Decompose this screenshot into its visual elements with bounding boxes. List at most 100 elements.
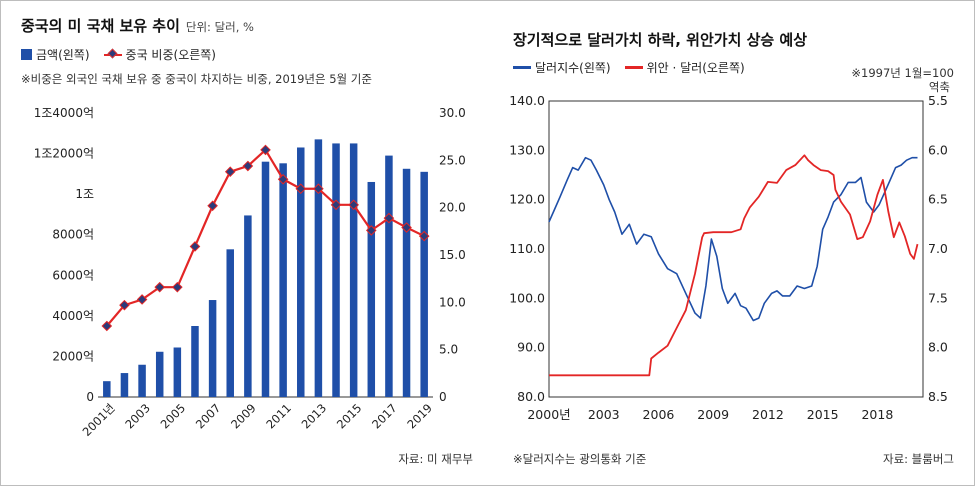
left-title: 중국의 미 국채 보유 추이 단위: 달러, %	[21, 15, 254, 36]
share-point	[136, 294, 148, 305]
bar	[420, 171, 428, 397]
y-right-tick-label: 7.5	[928, 290, 948, 305]
share-point	[242, 160, 254, 172]
x-tick-label: 2009	[228, 401, 259, 432]
left-chart-svg: 0 2000억 4000억 6000억 8000억 1조 1조2000억 1조4000억 0 5.…	[34, 106, 466, 439]
bar	[314, 139, 323, 397]
y-right-tick-label: 7.0	[928, 241, 948, 256]
bar	[173, 347, 182, 397]
bar	[297, 147, 305, 397]
x-tick-label: 2013	[299, 401, 330, 432]
legend-label-amount: 금액(왼쪽)	[36, 48, 90, 62]
x-tick-label: 2007	[193, 401, 224, 432]
right-legend: 달러지수(왼쪽) 위안 · 달러(오른쪽)	[513, 59, 759, 76]
left-panel: 중국의 미 국채 보유 추이 단위: 달러, % 금액(왼쪽) 중국 비중(오른쪽…	[1, 1, 491, 485]
share-point	[365, 225, 377, 236]
share-point	[101, 320, 113, 332]
y-left-tick-label: 8000억	[52, 228, 94, 242]
yuan-dollar-line	[549, 154, 919, 377]
bar	[385, 155, 393, 397]
y-left-tick-label: 2000억	[52, 349, 94, 363]
y-left-tick-label: 1조4000억	[34, 106, 94, 120]
x-tick-label: 2018	[861, 407, 893, 422]
left-source: 자료: 미 재무부	[398, 452, 473, 466]
right-axis-unit: 역축	[928, 80, 950, 94]
y-right-tick-label: 6.5	[928, 192, 948, 207]
legend-label-yuan: 위안 · 달러(오른쪽)	[646, 61, 745, 75]
share-point	[418, 230, 430, 242]
y-left-tick-label: 0	[86, 390, 94, 404]
share-point	[260, 144, 271, 156]
share-point	[172, 281, 183, 293]
bar	[138, 364, 146, 397]
x-tick-label: 2001년	[80, 401, 118, 439]
y-left-tick-label: 90.0	[517, 340, 545, 355]
legend-item-share: 중국 비중(오른쪽)	[103, 46, 216, 63]
y-right-tick-label: 5.0	[439, 343, 458, 357]
y-right-tick-label: 20.0	[439, 201, 466, 215]
x-tick-label: 2006	[643, 407, 675, 422]
y-left-tick-label: 140.0	[509, 93, 545, 108]
y-right-tick-label: 8.5	[928, 389, 948, 404]
share-point	[189, 241, 201, 252]
y-left-tick-label: 6000억	[52, 268, 94, 282]
y-right-tick-label: 15.0	[439, 248, 466, 262]
share-point	[295, 183, 307, 195]
bar	[155, 351, 164, 397]
share-point	[154, 281, 166, 293]
y-right-tick-label: 6.0	[928, 142, 948, 157]
x-tick-label: 2003	[588, 407, 620, 422]
left-unit: 단위: 달러, %	[185, 20, 254, 34]
x-tick-label: 2015	[807, 407, 839, 422]
share-point	[224, 166, 236, 178]
y-right-tick-label: 10.0	[439, 295, 466, 309]
y-left-tick-label: 1조	[75, 187, 94, 201]
x-tick-label: 2005	[158, 401, 189, 432]
x-tick-label: 2003	[122, 401, 153, 432]
x-tick-label: 2011	[263, 401, 294, 432]
bar	[120, 373, 129, 397]
y-left-tick-label: 100.0	[509, 290, 545, 305]
y-left-tick-label: 120.0	[509, 192, 545, 207]
plot-border	[548, 100, 924, 398]
x-tick-label: 2009	[697, 407, 729, 422]
right-panel: 장기적으로 달러가치 하락, 위안가치 상승 예상 달러지수(왼쪽) 위안 · …	[491, 1, 974, 485]
legend-label-share: 중국 비중(오른쪽)	[125, 48, 216, 62]
y-right-tick-label: 0	[439, 390, 447, 404]
y-left-tick-label: 1조2000억	[34, 147, 94, 161]
bar	[191, 326, 199, 397]
legend-label-dollar: 달러지수(왼쪽)	[535, 61, 611, 75]
right-note: ※달러지수는 광의통화 기준	[513, 452, 647, 466]
left-title-text: 중국의 미 국채 보유 추이	[21, 17, 180, 35]
x-tick-label: 2017	[369, 401, 400, 432]
bar	[244, 215, 252, 397]
x-tick-label: 2019	[404, 401, 435, 432]
share-point	[401, 222, 412, 233]
share-point	[207, 200, 218, 212]
share-point	[330, 199, 342, 211]
right-source: 자료: 블룸버그	[882, 452, 954, 466]
bar	[226, 249, 234, 397]
share-point	[119, 299, 130, 311]
bar	[261, 161, 270, 397]
bar	[402, 168, 411, 397]
y-right-tick-label: 25.0	[439, 153, 466, 167]
bar	[332, 143, 340, 397]
dollar-line-swatch-icon	[513, 66, 531, 69]
y-right-tick-label: 30.0	[439, 106, 466, 120]
left-legend: 금액(왼쪽) 중국 비중(오른쪽)	[21, 46, 230, 63]
x-tick-label: 2012	[752, 407, 784, 422]
bar	[279, 163, 287, 397]
dollar-index-line	[548, 156, 918, 322]
left-note: ※비중은 외국인 국채 보유 중 중국이 차지하는 비중, 2019년은 5월 …	[21, 72, 372, 86]
yuan-line-swatch-icon	[624, 66, 643, 69]
share-point	[383, 212, 395, 224]
y-right-tick-label: 8.0	[928, 340, 948, 355]
legend-item-amount: 금액(왼쪽)	[21, 46, 90, 63]
bar	[349, 143, 358, 397]
x-tick-label: 2000년	[527, 407, 570, 422]
right-chart-svg: 80.0 90.0 100.0 110.0 120.0 130.0 140.0 5.5 6.0 6…	[509, 93, 948, 422]
bar	[103, 381, 111, 397]
bar	[367, 181, 376, 397]
